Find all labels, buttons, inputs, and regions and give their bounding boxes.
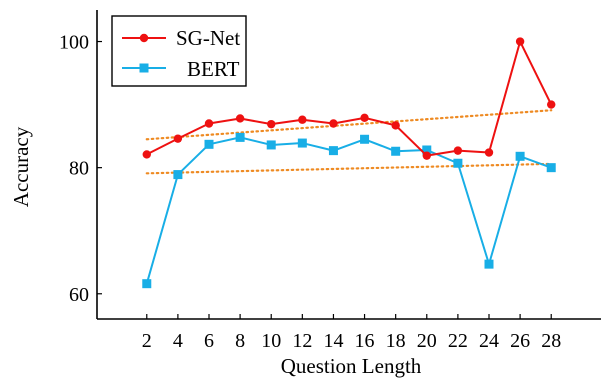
data-point-bert <box>142 279 152 289</box>
x-axis-label: Question Length <box>281 354 422 378</box>
x-tick-label: 8 <box>235 330 245 352</box>
trendline-bert <box>145 162 553 175</box>
x-tick-label: 10 <box>261 330 281 352</box>
x-tick-label: 28 <box>541 330 561 352</box>
data-point-sg-net <box>391 121 400 130</box>
x-tick-label: 2 <box>142 330 152 352</box>
data-point-sg-net <box>453 146 463 155</box>
data-point-sg-net <box>422 151 431 160</box>
y-axis-label: Accuracy <box>9 126 33 207</box>
data-point-sg-net <box>204 119 214 128</box>
x-tick-label: 18 <box>386 330 406 352</box>
data-point-sg-net <box>173 134 183 143</box>
x-tick-label: 26 <box>510 330 530 352</box>
series-line-sg-net <box>146 40 553 157</box>
x-tick-label: 4 <box>173 330 183 352</box>
y-tick-label: 80 <box>69 158 89 180</box>
x-tick-label: 6 <box>204 330 214 352</box>
legend-box <box>111 15 247 87</box>
data-point-bert <box>204 139 214 149</box>
data-point-bert <box>391 146 401 156</box>
legend-marker-sg-net <box>139 33 149 43</box>
y-tick-label: 60 <box>69 284 89 306</box>
data-point-bert <box>360 134 370 144</box>
axes-layer <box>96 10 601 320</box>
data-point-sg-net <box>515 37 525 46</box>
trendline-sg-net <box>145 109 553 141</box>
series-line-bert <box>145 136 552 284</box>
trendline-layer <box>145 109 553 175</box>
data-point-sg-net <box>547 100 556 109</box>
x-tick-label: 16 <box>355 330 375 352</box>
legend-label-bert: BERT <box>187 57 240 81</box>
data-point-sg-net <box>142 150 151 159</box>
legend-label-sg-net: SG-Net <box>176 26 240 50</box>
data-point-sg-net <box>298 115 307 124</box>
legend: SG-Net BERT <box>111 15 247 87</box>
data-point-bert <box>297 138 307 148</box>
data-point-bert <box>328 146 338 156</box>
data-point-bert <box>173 170 183 180</box>
data-point-sg-net <box>484 148 494 157</box>
x-tick-label: 24 <box>479 330 499 352</box>
y-tick-label: 100 <box>59 32 89 54</box>
data-point-bert <box>484 259 494 269</box>
series-layer <box>142 37 556 289</box>
data-point-sg-net <box>329 119 338 128</box>
data-point-bert <box>453 158 463 168</box>
data-point-sg-net <box>360 113 369 123</box>
data-point-sg-net <box>267 119 276 129</box>
x-tick-label: 14 <box>323 330 343 352</box>
data-point-bert <box>235 132 245 142</box>
data-point-bert <box>266 140 276 150</box>
data-point-bert <box>422 145 432 155</box>
data-point-sg-net <box>235 114 245 123</box>
legend-marker-bert <box>139 63 149 73</box>
x-tick-label: 22 <box>448 330 468 352</box>
data-point-bert <box>546 163 556 173</box>
x-tick-label: 12 <box>292 330 312 352</box>
x-tick-label: 20 <box>417 330 437 352</box>
data-point-bert <box>515 151 525 161</box>
